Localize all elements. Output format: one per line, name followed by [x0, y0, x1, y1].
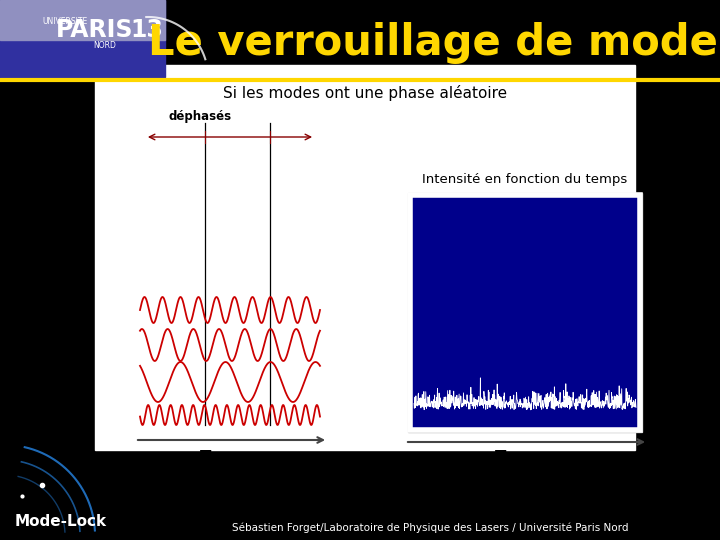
Text: Intensité en fonction du temps: Intensité en fonction du temps — [423, 173, 628, 186]
Text: déphasés: déphasés — [168, 110, 232, 123]
Text: Temps: Temps — [200, 449, 260, 467]
Bar — [408, 193, 642, 432]
Text: NORD: NORD — [94, 42, 117, 51]
Bar — [0, 0, 165, 77]
Bar — [95, 65, 635, 450]
Bar — [0, 472, 720, 540]
Text: 13: 13 — [130, 18, 163, 42]
Bar — [410, 195, 640, 430]
Text: Le verrouillage de modes: Le verrouillage de modes — [148, 22, 720, 64]
Text: PARIS: PARIS — [56, 18, 134, 42]
Text: Mode-Lock: Mode-Lock — [15, 515, 107, 530]
Bar — [0, 0, 165, 40]
Bar — [410, 195, 640, 430]
Text: Sébastien Forget/Laboratoire de Physique des Lasers / Université Paris Nord: Sébastien Forget/Laboratoire de Physique… — [232, 523, 629, 534]
Text: UNIVERSITE: UNIVERSITE — [42, 17, 87, 25]
Text: Si les modes ont une phase aléatoire: Si les modes ont une phase aléatoire — [223, 85, 507, 101]
Text: Temps: Temps — [495, 449, 555, 467]
